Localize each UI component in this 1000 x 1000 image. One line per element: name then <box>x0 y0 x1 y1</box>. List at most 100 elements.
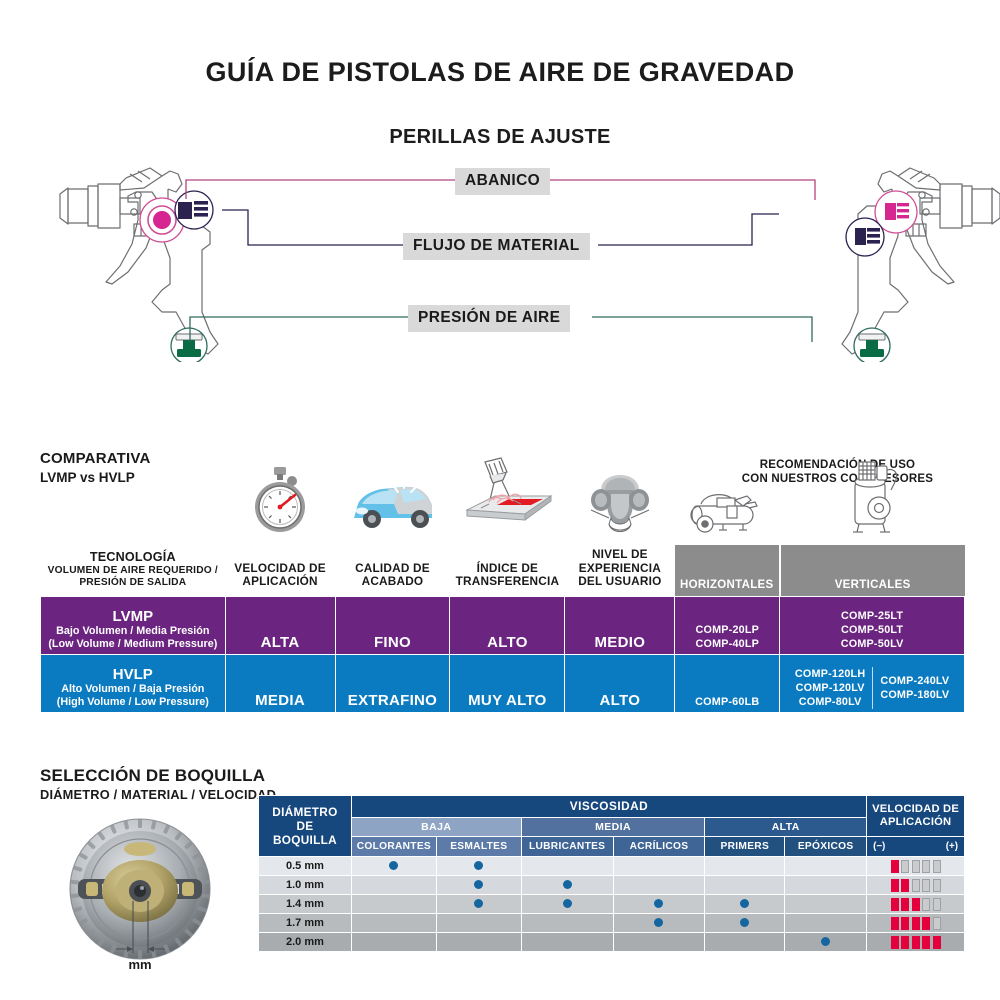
cell-dot-empty <box>520 932 614 952</box>
colheader-tecnologia-title: TECNOLOGÍA <box>89 550 176 564</box>
hvlp-sub-es: Alto Volumen / Baja Presión <box>61 682 205 695</box>
cell-dot-filled <box>435 856 522 876</box>
lvmp-name: LVMP <box>112 607 154 625</box>
callout-leader-lines <box>185 179 816 342</box>
speed-bar-empty <box>932 916 941 930</box>
cell-lvmp-experiencia: MEDIO <box>564 595 676 655</box>
cell-lvmp-indice: ALTO <box>449 595 566 655</box>
table-row: 2.0 mm <box>258 932 965 952</box>
boquilla-subtitle: DIÁMETRO / MATERIAL / VELOCIDAD <box>40 787 277 802</box>
icon-cell-empty <box>41 440 226 545</box>
viscosity-table-body: 0.5 mm 1.0 mm 1.4 mm 1.7 mm 2.0 mm <box>258 856 965 952</box>
visc-header-row-1: DIÁMETRO DE BOQUILLA VISCOSIDAD VELOCIDA… <box>258 795 965 857</box>
colheader-tecnologia: TECNOLOGÍA VOLUMEN DE AIRE REQUERIDO / P… <box>41 545 226 596</box>
horizontal-compressor-icon <box>690 494 759 533</box>
colheader-calidad-l1: CALIDAD DE <box>355 560 430 575</box>
colheader-experiencia-l3: DEL USUARIO <box>578 574 662 588</box>
material-dot-icon <box>474 880 484 889</box>
group-baja: BAJA <box>350 817 522 837</box>
speed-bar-group <box>867 935 964 949</box>
speed-bar-filled <box>890 897 899 911</box>
cell-dot-empty <box>784 894 868 914</box>
table-row: 1.7 mm <box>258 913 965 933</box>
speed-bar-group <box>867 916 964 930</box>
material-lubricantes: LUBRICANTES <box>520 836 614 857</box>
cell-dot-empty <box>350 894 437 914</box>
cell-hvlp-verticales-a: COMP-120LH COMP-120LV COMP-80LV <box>788 666 874 709</box>
callout-abanico: ABANICO <box>455 168 551 195</box>
header-diametro-l2: DE BOQUILLA <box>272 819 337 847</box>
table-row: 1.4 mm <box>258 894 965 914</box>
colheader-experiencia-l2: EXPERIENCIA <box>578 560 661 575</box>
icon-cell-indice <box>450 440 565 545</box>
material-dot-icon <box>474 899 484 908</box>
cell-hvlp-verticales-b: COMP-240LV COMP-180LV <box>880 674 950 701</box>
speed-bar-empty <box>901 859 910 873</box>
cell-dot-filled <box>435 875 522 895</box>
stopwatch-icon <box>255 467 306 532</box>
cell-speed-bars <box>866 932 965 952</box>
cell-dot-empty <box>350 913 437 933</box>
cell-hvlp-indice: MUY ALTO <box>449 653 566 713</box>
speed-bar-filled <box>901 935 910 949</box>
speed-minus-label: (−) <box>873 841 886 852</box>
cell-dot-filled <box>520 875 614 895</box>
speed-bar-empty <box>932 859 941 873</box>
icon-cell-velocidad <box>225 440 335 545</box>
speed-bar-filled <box>890 878 899 892</box>
cell-dot-filled <box>520 894 614 914</box>
colheader-indice: ÍNDICE DE TRANSFERENCIA <box>450 545 565 596</box>
car-icon <box>354 477 433 528</box>
cell-dot-filled <box>784 932 868 952</box>
material-dot-icon <box>740 899 750 908</box>
material-dot-icon <box>562 899 572 908</box>
cell-dot-empty <box>784 875 868 895</box>
icon-cell-horizontales <box>675 440 780 545</box>
cell-diameter: 1.0 mm <box>258 875 352 895</box>
speed-bar-group <box>867 859 964 873</box>
table-row: 1.0 mm <box>258 875 965 895</box>
air-knob-green-left <box>170 327 208 362</box>
material-knob-navy-right <box>845 217 885 257</box>
header-velocidad-l2: APLICACIÓN <box>879 816 952 828</box>
cell-dot-empty <box>520 856 614 876</box>
speed-bar-filled <box>901 916 910 930</box>
respirator-icon <box>590 475 650 533</box>
cell-speed-bars <box>866 913 965 933</box>
cell-dot-filled <box>435 894 522 914</box>
speed-bar-empty <box>922 897 931 911</box>
cell-dot-empty <box>704 856 786 876</box>
speed-bar-empty <box>922 859 931 873</box>
spray-gun-left <box>59 167 219 362</box>
cell-dot-empty <box>784 856 868 876</box>
group-media: MEDIA <box>520 817 706 837</box>
spray-gun-diagram: ABANICO FLUJO DE MATERIAL PRESIÓN DE AIR… <box>0 162 1000 372</box>
comparativa-subheading: LVMP vs HVLP <box>40 470 135 485</box>
cell-dot-empty <box>435 932 522 952</box>
colheader-experiencia: NIVEL DE EXPERIENCIA DEL USUARIO <box>565 545 675 596</box>
cell-dot-empty <box>784 913 868 933</box>
speed-bar-filled <box>932 935 941 949</box>
speed-bar-group <box>867 878 964 892</box>
nozzle-mm-label: mm <box>128 957 151 972</box>
cell-hvlp-horizontales: COMP-60LB <box>674 653 781 713</box>
colheader-tecnologia-sub1: VOLUMEN DE AIRE REQUERIDO / <box>47 564 218 576</box>
speed-bar-filled <box>911 897 920 911</box>
group-alta: ALTA <box>704 817 868 837</box>
boquilla-title: SELECCIÓN DE BOQUILLA <box>40 766 266 785</box>
vertical-compressor-icon <box>853 461 898 533</box>
cell-diameter: 1.7 mm <box>258 913 352 933</box>
speed-bar-filled <box>890 859 899 873</box>
colheader-experiencia-l1: NIVEL DE <box>591 547 648 561</box>
cell-lvmp-velocidad: ALTA <box>224 595 336 655</box>
colheader-horizontales: HORIZONTALES <box>674 545 781 596</box>
material-primers: PRIMERS <box>704 836 786 857</box>
fan-knob-magenta-left <box>139 197 185 243</box>
page-title: GUÍA DE PISTOLAS DE AIRE DE GRAVEDAD <box>205 57 795 87</box>
colheader-velocidad: VELOCIDAD DE APLICACIÓN <box>225 545 335 596</box>
cell-hvlp-velocidad: MEDIA <box>224 653 336 713</box>
header-diametro: DIÁMETRO DE BOQUILLA <box>258 795 352 857</box>
speed-bar-filled <box>911 935 920 949</box>
colheader-verticales: VERTICALES <box>779 545 965 596</box>
